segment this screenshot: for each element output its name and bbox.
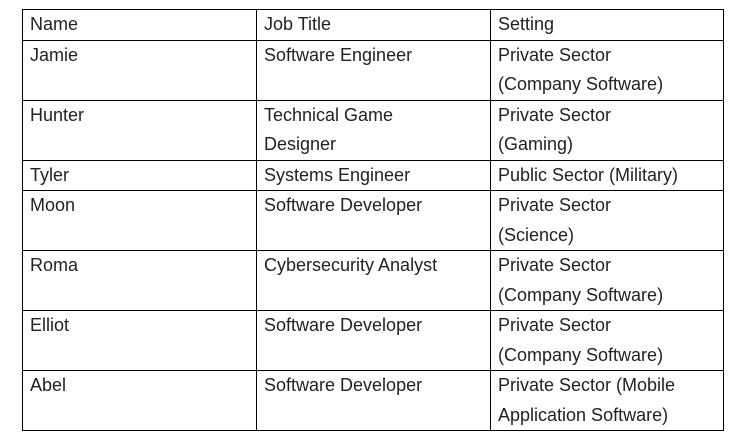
cell-job-title-line: Technical Game	[264, 104, 394, 125]
cell-name: Abel	[22, 370, 257, 431]
cell-setting: Private Sector (Gaming)	[490, 99, 724, 161]
cell-setting-line: (Gaming)	[498, 134, 574, 154]
cell-setting-line: (Company Software)	[498, 74, 664, 94]
cell-name: Roma	[22, 250, 257, 311]
cell-job-title-line: Designer	[264, 134, 337, 154]
cell-name: Jamie	[22, 39, 257, 101]
table-row: Abel Software Developer Private Sector (…	[22, 370, 724, 431]
table-row: Tyler Systems Engineer Public Sector (Mi…	[22, 159, 724, 191]
cell-setting-line: (Company Software)	[498, 344, 664, 365]
cell-setting-line: Private Sector	[498, 104, 612, 125]
cell-name: Hunter	[22, 99, 257, 161]
header-job-title: Job Title	[256, 9, 491, 41]
cell-setting-line: Application Software)	[498, 404, 669, 425]
table-header-row: Name Job Title Setting	[22, 9, 724, 41]
cell-name: Tyler	[22, 159, 257, 191]
header-setting: Setting	[490, 9, 724, 41]
cell-setting-line: Private Sector (Mobile	[498, 375, 676, 395]
cell-job-title: Cybersecurity Analyst	[256, 250, 491, 311]
table-row: Hunter Technical Game Designer Private S…	[22, 99, 724, 161]
cell-job-title: Software Engineer	[256, 39, 491, 101]
cell-setting-line: Private Sector	[498, 315, 612, 335]
cell-setting: Private Sector (Company Software)	[490, 39, 724, 101]
cell-setting-line: Private Sector	[498, 255, 612, 275]
cell-job-title: Software Developer	[256, 310, 491, 371]
table-row: Moon Software Developer Private Sector (…	[22, 190, 724, 251]
cell-job-title: Systems Engineer	[256, 159, 491, 191]
header-name: Name	[22, 9, 257, 41]
cell-job-title: Technical Game Designer	[256, 99, 491, 161]
table-row: Jamie Software Engineer Private Sector (…	[22, 39, 724, 101]
table-row: Elliot Software Developer Private Sector…	[22, 310, 724, 371]
table-row: Roma Cybersecurity Analyst Private Secto…	[22, 250, 724, 311]
cell-setting-line: Private Sector	[498, 195, 612, 215]
cell-name: Elliot	[22, 310, 257, 371]
cell-job-title: Software Developer	[256, 370, 491, 431]
jobs-table: Name Job Title Setting Jamie Software En…	[22, 9, 724, 431]
cell-setting-line: (Science)	[498, 224, 575, 245]
cell-setting: Private Sector (Company Software)	[490, 250, 724, 311]
cell-setting: Private Sector (Science)	[490, 190, 724, 251]
cell-setting: Private Sector (Company Software)	[490, 310, 724, 371]
cell-name: Moon	[22, 190, 257, 251]
cell-setting: Private Sector (Mobile Application Softw…	[490, 370, 724, 431]
cell-setting-line: Private Sector	[498, 44, 612, 65]
cell-job-title: Software Developer	[256, 190, 491, 251]
cell-setting-line: (Company Software)	[498, 284, 664, 305]
cell-setting: Public Sector (Military)	[490, 159, 724, 191]
